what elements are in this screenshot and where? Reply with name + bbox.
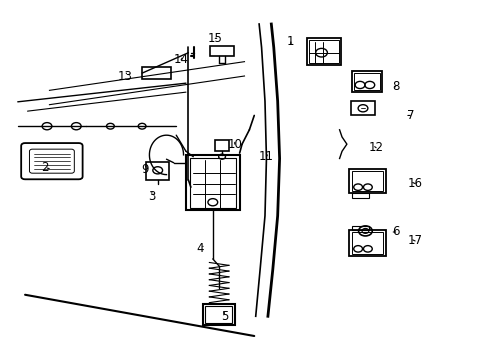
Text: 9: 9: [141, 163, 148, 176]
Bar: [203, 304, 234, 325]
Text: 10: 10: [227, 138, 242, 150]
Bar: [210, 46, 233, 56]
Text: 15: 15: [207, 32, 222, 45]
Bar: [142, 67, 171, 79]
Bar: [146, 162, 169, 180]
Bar: [185, 155, 239, 211]
Text: 1: 1: [286, 35, 294, 49]
Bar: [189, 158, 236, 208]
Text: 8: 8: [391, 80, 399, 93]
Text: 11: 11: [259, 150, 273, 163]
Text: 3: 3: [148, 190, 155, 203]
Bar: [205, 306, 232, 323]
Text: 2: 2: [41, 161, 48, 174]
Text: 7: 7: [406, 109, 413, 122]
Bar: [348, 169, 385, 193]
Text: 13: 13: [117, 69, 132, 82]
Text: 4: 4: [197, 242, 204, 255]
Text: 14: 14: [173, 53, 188, 66]
Text: 6: 6: [391, 225, 399, 238]
Bar: [351, 71, 381, 92]
Bar: [309, 40, 338, 63]
Text: 5: 5: [221, 310, 228, 323]
Text: 16: 16: [407, 177, 422, 190]
Bar: [350, 101, 374, 116]
Bar: [351, 171, 383, 192]
Bar: [348, 230, 385, 256]
Text: 17: 17: [407, 234, 422, 247]
Bar: [306, 39, 340, 65]
Bar: [351, 193, 368, 198]
Bar: [351, 232, 383, 254]
Bar: [353, 73, 379, 90]
Text: 12: 12: [368, 141, 383, 154]
Bar: [351, 226, 368, 230]
Bar: [215, 140, 228, 150]
